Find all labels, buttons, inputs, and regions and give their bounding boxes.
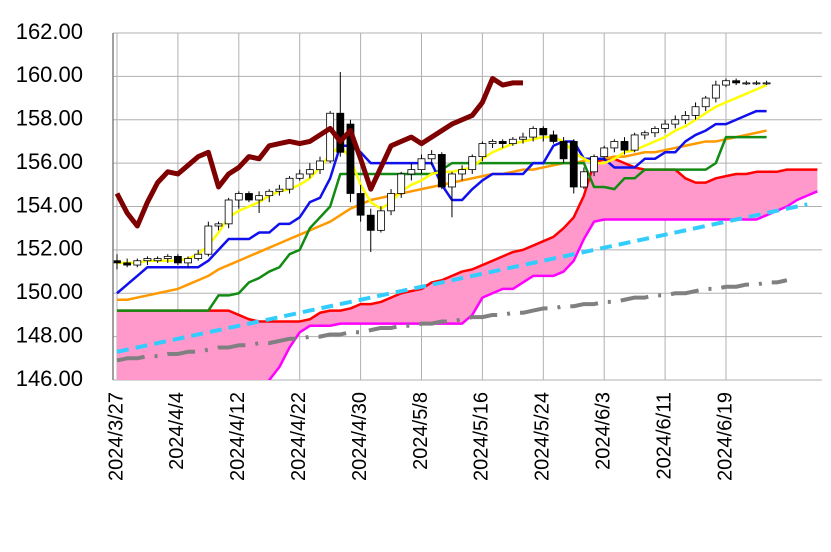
candle-body [326, 112, 335, 162]
candle-body [671, 119, 680, 125]
candle-body [752, 82, 761, 85]
candle-body [397, 173, 406, 194]
candle-body [336, 112, 345, 153]
candle-body [630, 134, 639, 151]
candle-body [265, 190, 274, 197]
x-tick-label: 2024/3/27 [105, 392, 127, 481]
candle-body [407, 169, 416, 175]
candle-body [417, 158, 426, 171]
candle-body [305, 169, 314, 175]
leading-span-b [267, 190, 818, 380]
indicator-line [116, 202, 808, 354]
candle-body [427, 154, 436, 160]
candle-body [610, 141, 619, 149]
candle-body [184, 258, 192, 264]
candle-body [285, 177, 294, 190]
candle-body [569, 141, 578, 188]
candle-body [681, 115, 690, 121]
candle-body [295, 173, 304, 179]
candle-body [600, 147, 609, 158]
y-tick-label: 156.00 [16, 149, 83, 174]
candle-body [590, 156, 598, 173]
candle-body [498, 141, 507, 145]
x-tick-label: 2024/4/22 [288, 392, 310, 481]
lagging-span [114, 76, 523, 229]
candle-body [316, 160, 324, 171]
candle-body [275, 188, 284, 192]
candle-body [113, 260, 121, 264]
candle-body [519, 136, 527, 140]
candle-body [366, 214, 375, 231]
candle-body [478, 143, 487, 158]
x-tick-label: 2024/5/8 [410, 392, 432, 470]
candle-body [214, 223, 223, 227]
candle-body [163, 255, 172, 259]
y-tick-label: 162.00 [16, 19, 83, 44]
y-tick-label: 158.00 [16, 106, 83, 131]
candle-body [701, 97, 710, 108]
x-tick-label: 2024/5/16 [471, 392, 493, 481]
candle-body [133, 260, 142, 266]
candle-body [640, 132, 649, 136]
candle-body [691, 106, 700, 116]
candle-body [508, 138, 517, 145]
candle-body [651, 128, 659, 134]
candle-body [356, 193, 365, 216]
candle-body [559, 141, 568, 160]
y-tick-label: 146.00 [16, 366, 83, 391]
x-tick-label: 2024/6/3 [592, 392, 614, 470]
y-tick-label: 154.00 [16, 192, 83, 217]
candle-body [153, 258, 162, 262]
x-tick-label: 2024/5/24 [532, 392, 554, 481]
candle-body [204, 225, 213, 255]
candle-body [549, 134, 558, 142]
y-tick-label: 152.00 [16, 236, 83, 261]
x-tick-label: 2024/6/19 [714, 392, 736, 481]
y-tick-label: 150.00 [16, 279, 83, 304]
candle-body [346, 123, 355, 194]
axes: 146.00 148.00 150.00 152.00 154.00 156.00 158.… [16, 19, 737, 481]
candle-body [742, 82, 751, 85]
x-tick-label: 2024/4/12 [227, 392, 249, 481]
leading-span-a [117, 157, 818, 323]
candle-body [448, 173, 456, 188]
candle-body [732, 80, 741, 84]
plot-area [113, 72, 818, 380]
candle-body [376, 210, 385, 231]
y-tick-label: 160.00 [16, 62, 83, 87]
x-tick-label: 2024/4/30 [349, 392, 371, 481]
candle-body [123, 262, 132, 266]
candle-body [488, 141, 497, 145]
x-tick-label: 2024/4/4 [166, 392, 188, 470]
candle-body [711, 84, 720, 99]
candle-body [580, 171, 588, 188]
candle-body [255, 195, 264, 201]
x-tick-label: 2024/6/11 [653, 392, 675, 480]
candle-body [173, 255, 182, 264]
indicator-line [116, 278, 788, 363]
candle-body [234, 193, 243, 201]
candle-body [437, 154, 446, 188]
candle-body [224, 199, 233, 225]
candle-body [722, 80, 730, 86]
candle-body [458, 169, 467, 175]
candle-body [143, 258, 152, 262]
candle-body [387, 193, 395, 212]
candle-body [661, 123, 669, 129]
candle-body [194, 253, 203, 259]
cloud [117, 158, 818, 380]
y-tick-label: 148.00 [16, 322, 83, 347]
candle-body [529, 128, 538, 138]
candle-body [620, 141, 629, 151]
candle-body [762, 82, 771, 85]
candle-body [539, 128, 548, 136]
candle-body [468, 156, 477, 171]
candle-body [245, 193, 253, 201]
